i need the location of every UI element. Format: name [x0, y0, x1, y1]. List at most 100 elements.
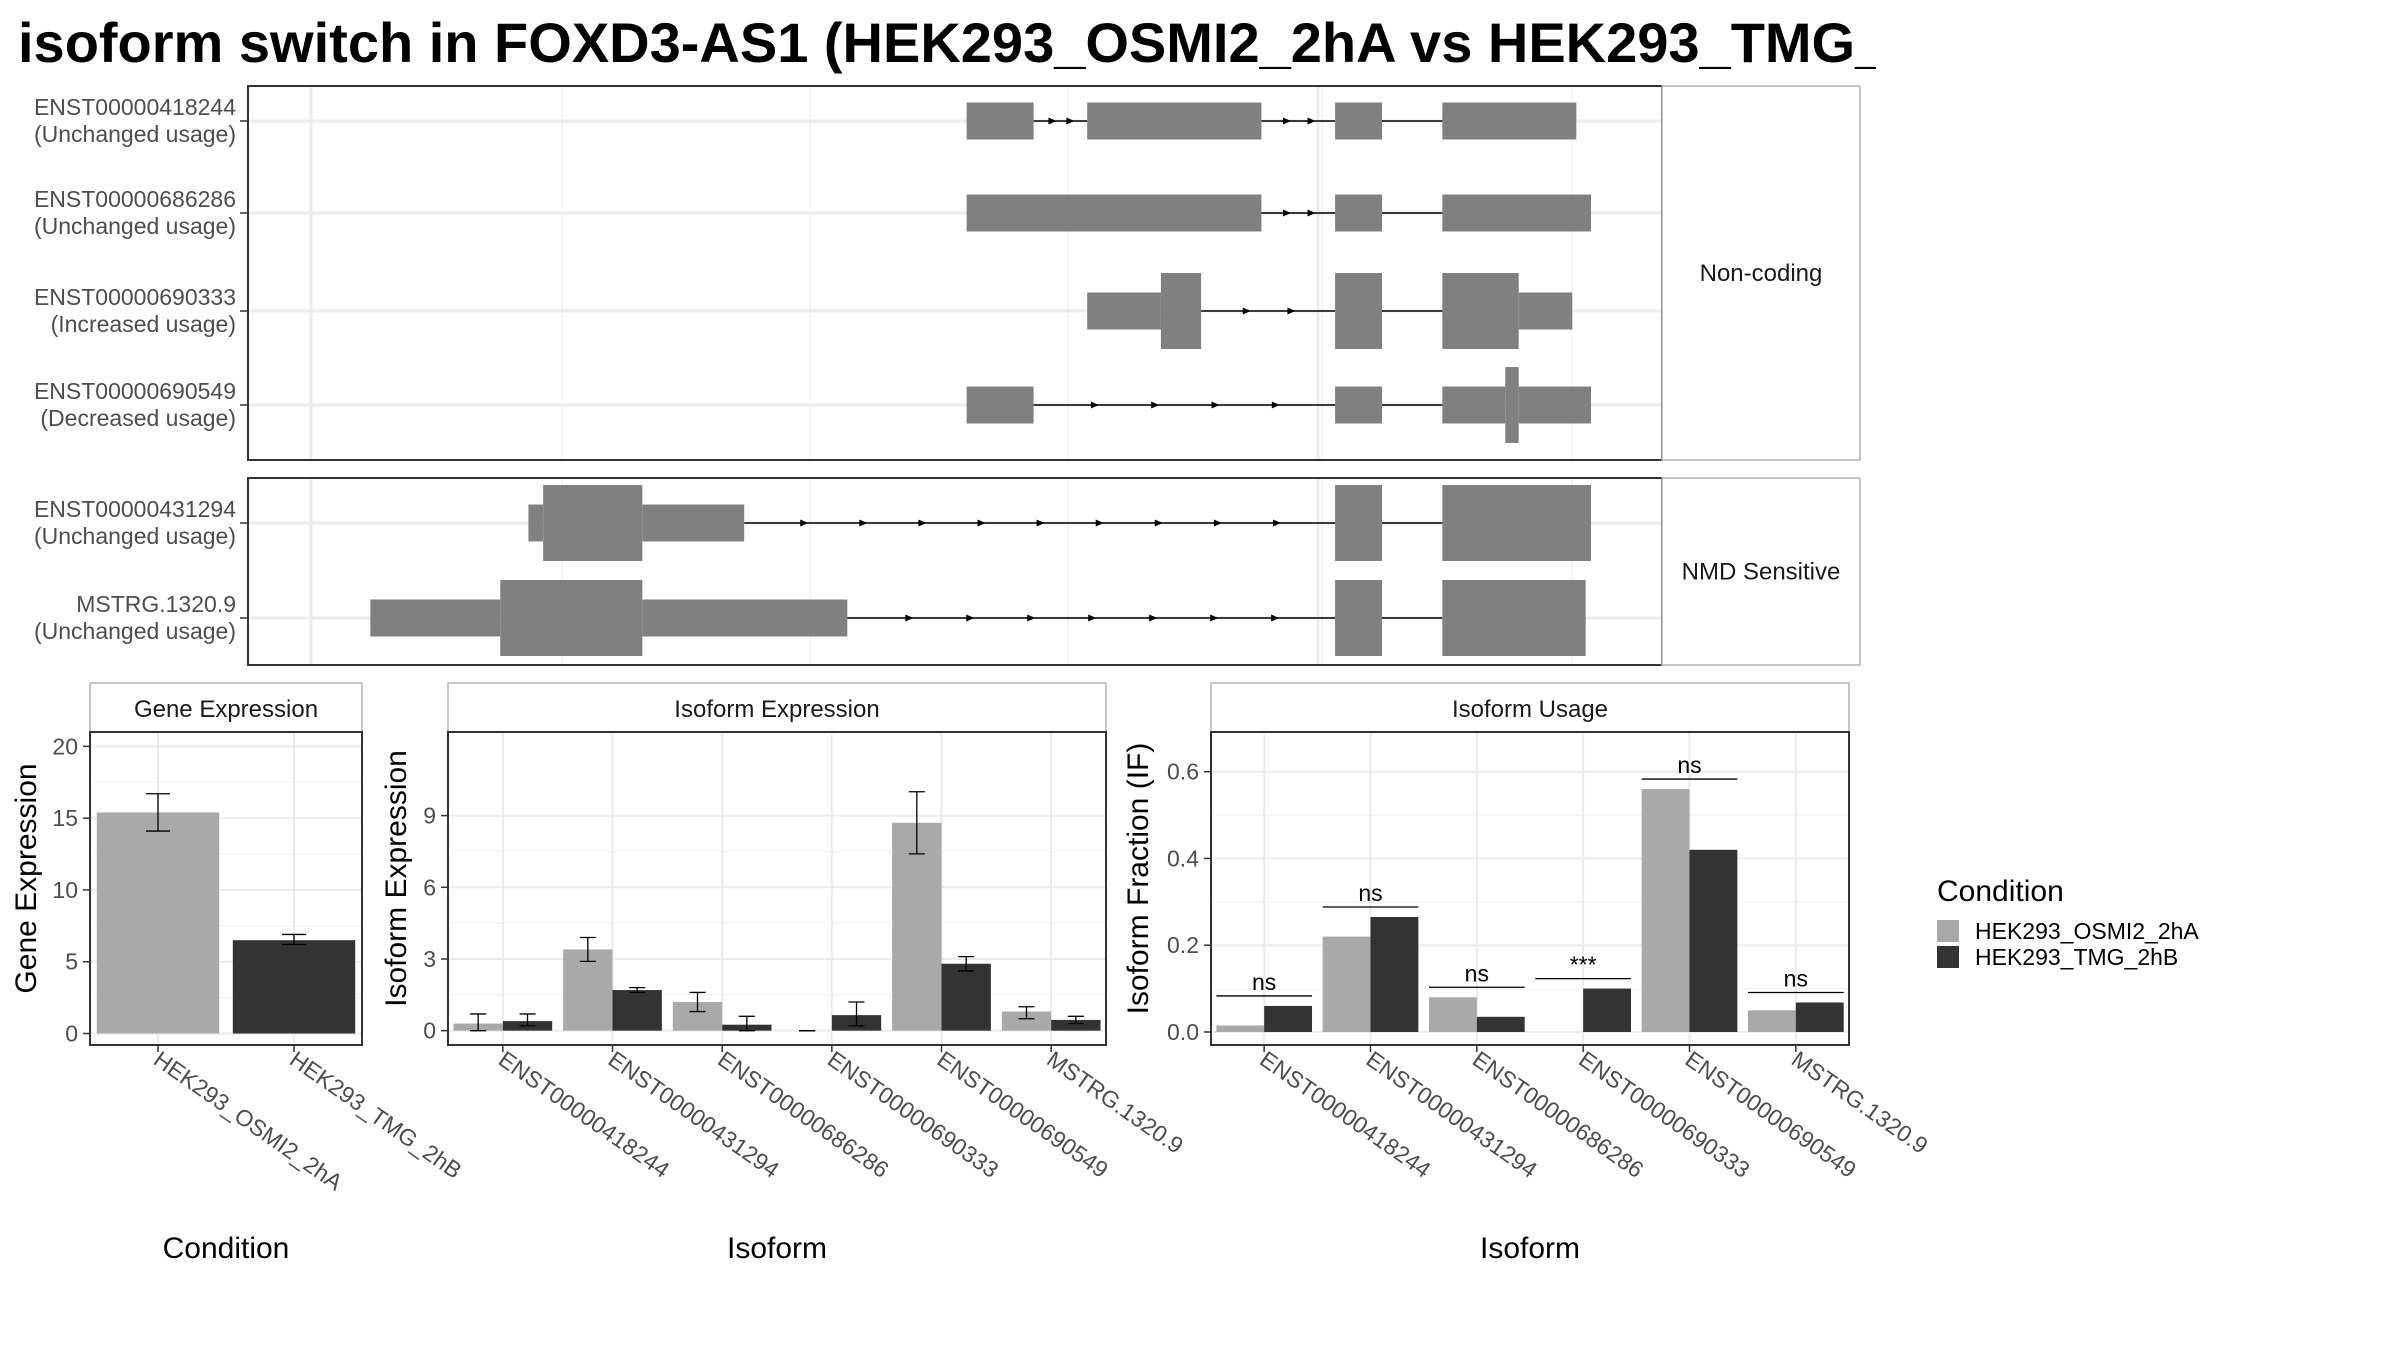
bar-condition-b: [612, 990, 662, 1031]
exon-block: [1442, 386, 1506, 424]
isoform-usage-label: (Unchanged usage): [34, 121, 236, 147]
error-bar: [958, 955, 975, 972]
y-tick-label: 6: [423, 874, 436, 900]
direction-arrowhead: [1036, 519, 1045, 527]
exon-block: [370, 599, 501, 637]
error-bar: [282, 933, 306, 946]
exon-block: [1442, 102, 1577, 140]
direction-arrowhead: [1066, 117, 1075, 125]
panel-background: [248, 86, 1662, 460]
x-tick-label: ENST00000418244: [1255, 1046, 1436, 1183]
y-axis-title: Gene Expression: [10, 763, 43, 993]
direction-arrowhead: [1307, 209, 1316, 217]
exon-block: [1335, 273, 1382, 349]
bar-condition-b: [1795, 1002, 1844, 1032]
chart-title: Isoform Usage: [1452, 696, 1608, 723]
y-tick-label: 15: [52, 805, 78, 831]
legend-title: Condition: [1937, 875, 2064, 908]
transcript-ENST00000686286: [966, 194, 1592, 232]
isoform-label: ENST00000418244(Unchanged usage): [34, 94, 248, 147]
y-tick-label: 0.4: [1167, 845, 1199, 871]
direction-arrowhead: [1090, 401, 1099, 409]
isoform-id-label: ENST00000690333: [34, 284, 236, 310]
exon-block: [1442, 194, 1592, 232]
transcript-ENST00000418244: [966, 102, 1577, 140]
isoform-label: ENST00000690549(Decreased usage): [34, 378, 248, 431]
isoform-usage-label: (Decreased usage): [40, 405, 236, 431]
exon-block: [1087, 102, 1262, 140]
direction-arrowhead: [1210, 614, 1219, 622]
structure-panel-non-coding: ENST00000418244(Unchanged usage)ENST0000…: [34, 85, 1861, 461]
panel-background: [448, 732, 1106, 1045]
transcript-ENST00000690549: [966, 367, 1592, 443]
direction-arrowhead: [905, 614, 914, 622]
exon-block: [543, 485, 643, 561]
x-tick-label: ENST00000690549: [1681, 1046, 1861, 1183]
isoform-id-label: ENST00000418244: [34, 94, 236, 120]
y-tick-label: 3: [423, 946, 436, 972]
facet-strip: [447, 682, 1107, 733]
bar-condition-a: [1747, 1010, 1796, 1032]
isoform-label: ENST00000431294(Unchanged usage): [34, 496, 248, 549]
y-tick-label: 0.6: [1167, 759, 1199, 785]
direction-arrowhead: [1095, 519, 1104, 527]
direction-arrowhead: [1307, 117, 1316, 125]
bar-condition-b: [1583, 988, 1632, 1032]
y-tick-label: 0: [423, 1018, 436, 1044]
error-bar: [848, 1001, 865, 1027]
panel-border: [1210, 731, 1850, 1046]
exon-block: [1505, 367, 1519, 443]
facet-strip: [89, 682, 363, 733]
significance-label: ns: [1677, 752, 1701, 778]
exon-block: [1335, 485, 1382, 561]
bar-condition-b: [941, 963, 991, 1031]
exon-block: [1518, 292, 1573, 330]
facet-strip: [1210, 682, 1850, 733]
transcript-MSTRG.1320.9: [370, 580, 1586, 656]
direction-arrowhead: [1287, 307, 1296, 315]
exon-block: [642, 599, 848, 637]
direction-arrowhead: [966, 614, 975, 622]
exon-block: [1335, 194, 1382, 232]
y-axis-title: Isoform Fraction (IF): [1122, 743, 1155, 1015]
significance-label: ***: [1570, 952, 1597, 978]
chart-isoform-expression: Isoform Expression0369ENST00000418244ENS…: [380, 682, 1188, 1265]
transcript-ENST00000431294: [528, 485, 1592, 561]
facet-strip-label: NMD Sensitive: [1682, 559, 1841, 586]
legend-key: [1937, 920, 1959, 942]
exon-block: [500, 580, 643, 656]
exon-block: [642, 504, 745, 542]
direction-arrowhead: [1271, 401, 1280, 409]
exon-block: [1442, 273, 1519, 349]
isoform-id-label: ENST00000431294: [34, 496, 236, 522]
bar-condition-a: [892, 822, 942, 1031]
isoform-id-label: ENST00000690549: [34, 378, 236, 404]
bar-condition-a: [1216, 1025, 1265, 1032]
x-tick-label: ENST00000690333: [1574, 1046, 1754, 1183]
isoform-usage-label: (Unchanged usage): [34, 523, 236, 549]
bar-condition-b: [1264, 1005, 1313, 1032]
error-bar: [908, 791, 925, 855]
exon-block: [528, 504, 544, 542]
panel-border: [89, 731, 363, 1046]
bar-condition-b: [1051, 1019, 1101, 1031]
bar: [96, 812, 220, 1034]
direction-arrowhead: [1151, 401, 1160, 409]
significance-label: ns: [1252, 969, 1276, 995]
bar-condition-b: [1370, 917, 1419, 1032]
facet-strip: [1661, 85, 1861, 461]
direction-arrowhead: [977, 519, 986, 527]
exon-block: [1160, 273, 1202, 349]
exon-block: [1335, 386, 1382, 424]
direction-arrowhead: [918, 519, 927, 527]
significance-label: ns: [1358, 880, 1382, 906]
bar: [232, 940, 356, 1034]
isoform-id-label: ENST00000686286: [34, 186, 236, 212]
error-bar: [629, 987, 646, 994]
direction-arrowhead: [1282, 209, 1291, 217]
figure-title: isoform switch in FOXD3-AS1 (HEK293_OSMI…: [18, 11, 1876, 74]
direction-arrowhead: [800, 519, 809, 527]
chart-title: Gene Expression: [134, 696, 318, 723]
